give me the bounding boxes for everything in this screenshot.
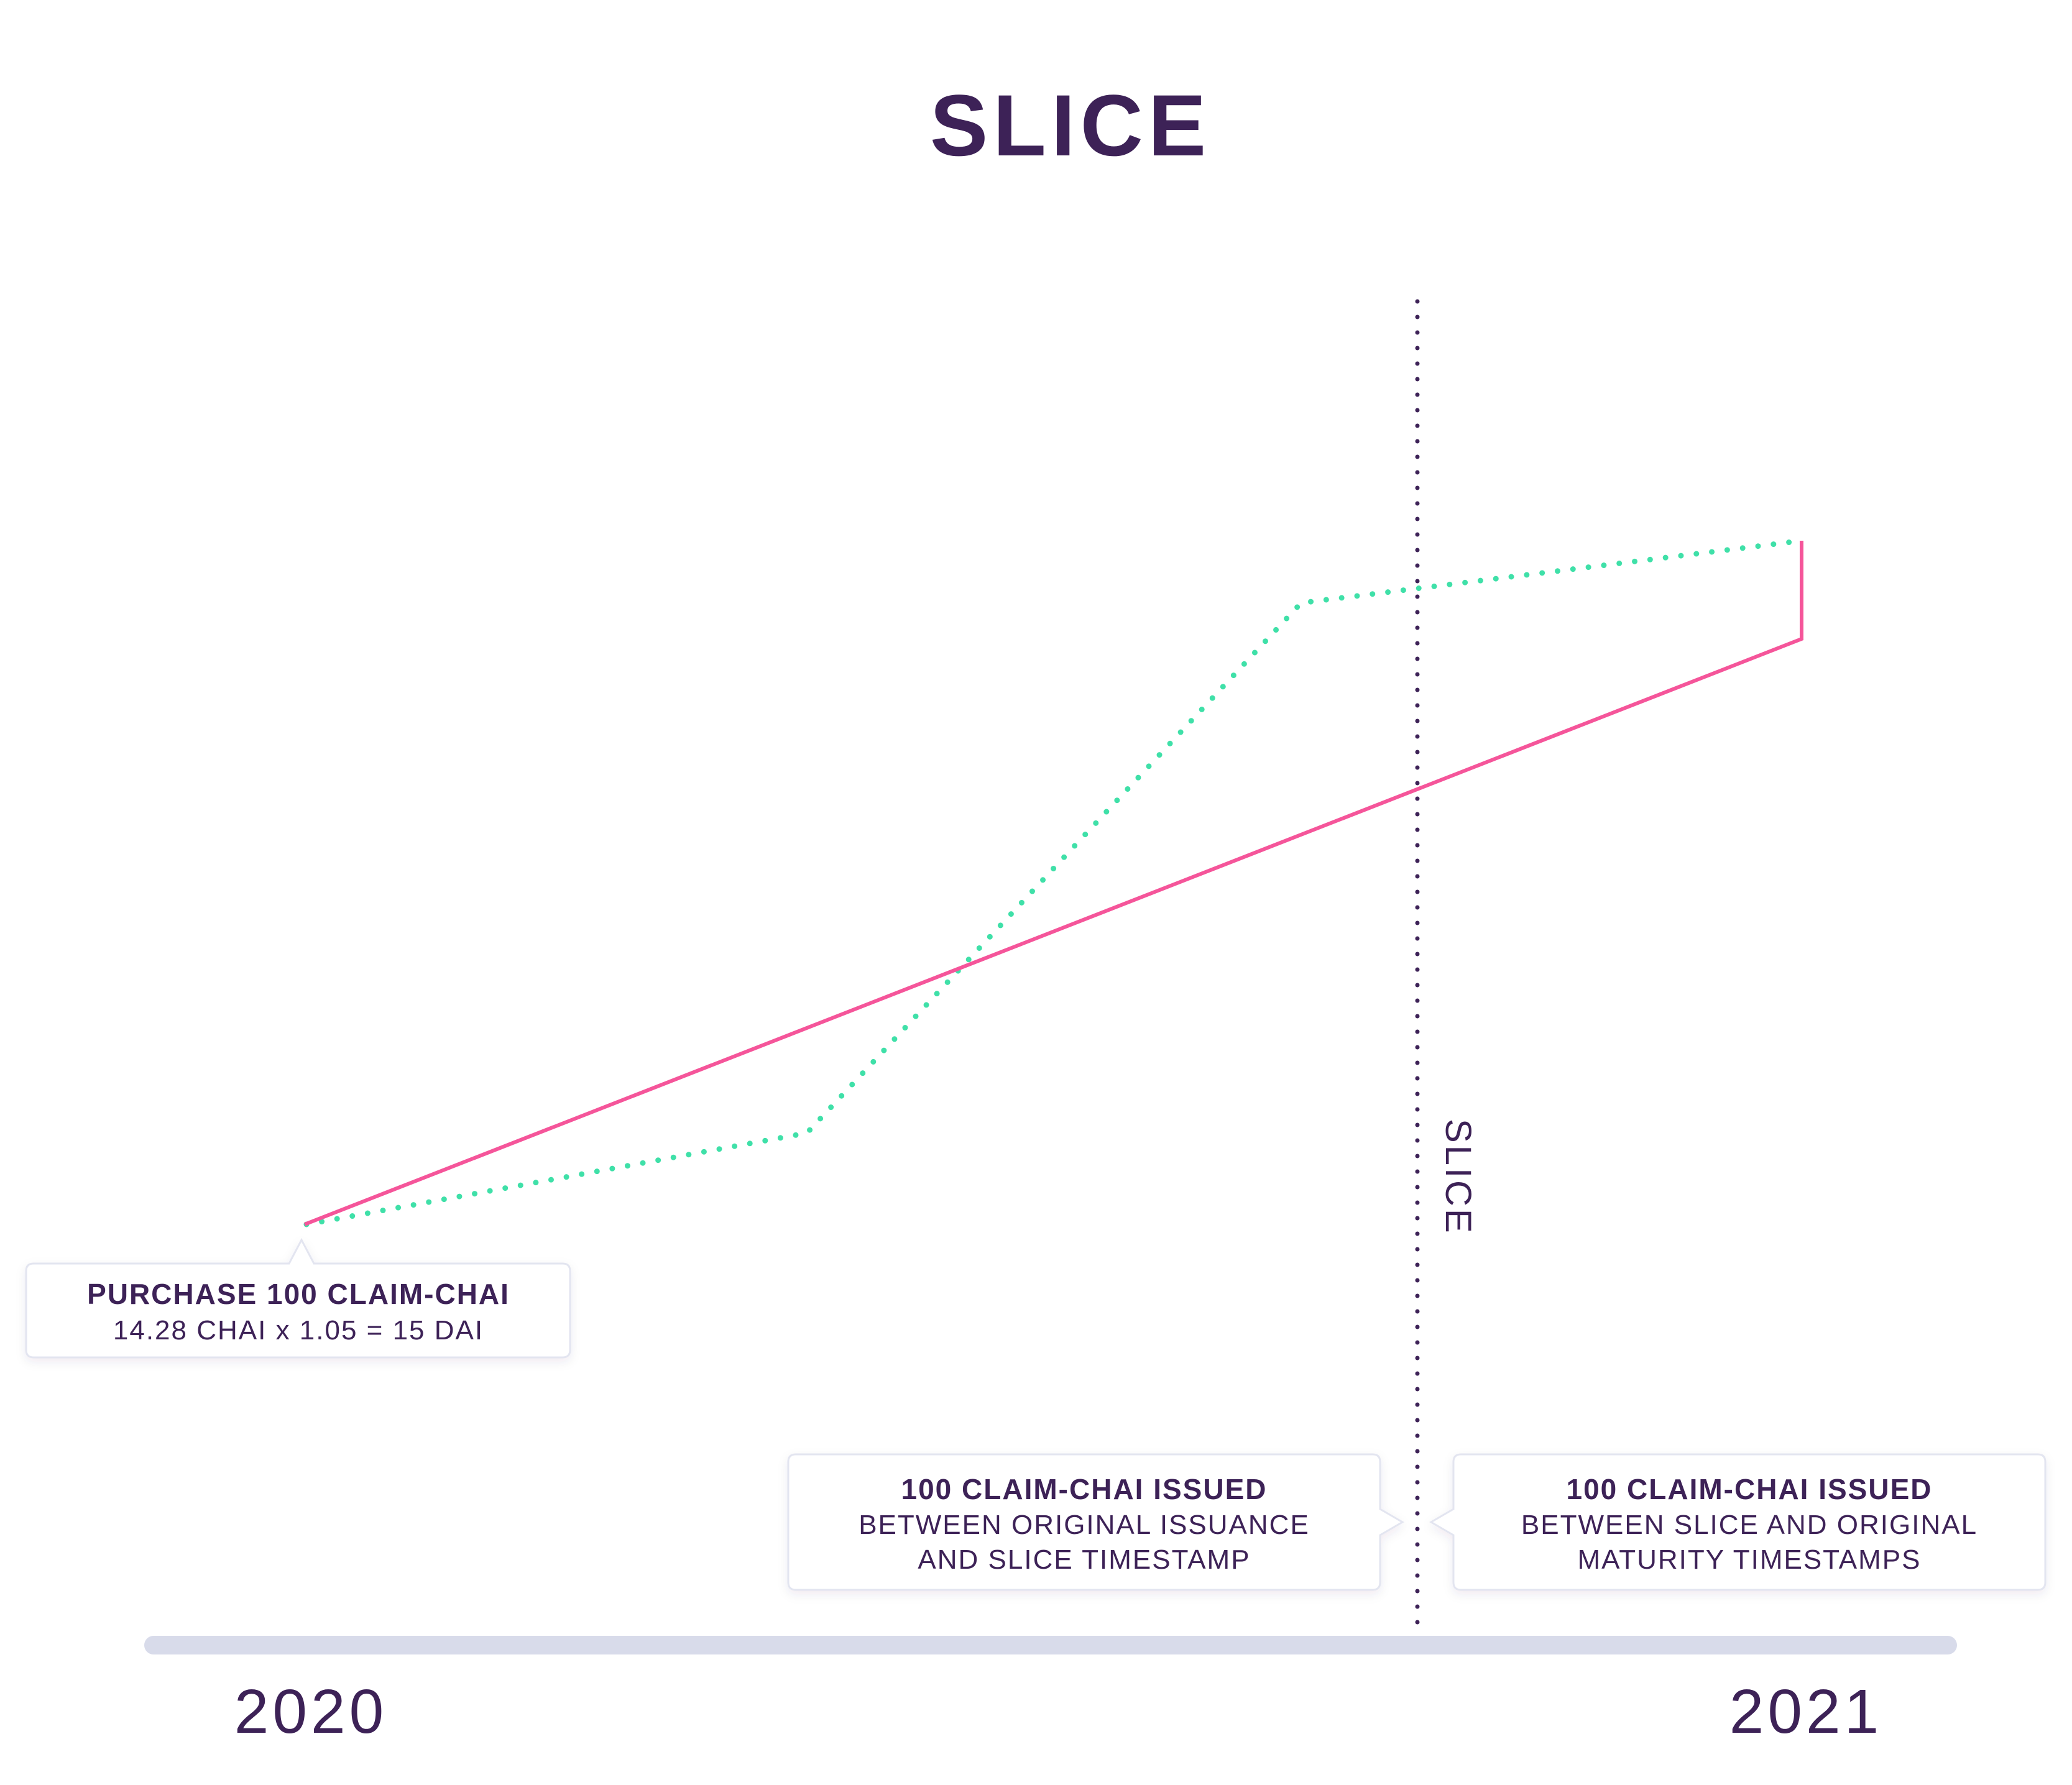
after-slice-callout xyxy=(1429,1453,2047,1591)
purchase-callout xyxy=(25,1237,571,1359)
diagram-title: SLICE xyxy=(930,76,1211,174)
after-slice-callout-line-1: BETWEEN SLICE AND ORIGINAL xyxy=(1521,1510,1978,1540)
pink-value-line xyxy=(303,541,1803,1226)
after-slice-callout-title: 100 CLAIM-CHAI ISSUED xyxy=(1567,1473,1933,1505)
before-slice-callout-line-2: AND SLICE TIMESTAMP xyxy=(918,1544,1250,1575)
timeline-end-label: 2021 xyxy=(1729,1677,1882,1746)
before-slice-callout-line-1: BETWEEN ORIGINAL ISSUANCE xyxy=(859,1510,1310,1540)
after-slice-callout-line-2: MATURITY TIMESTAMPS xyxy=(1577,1544,1921,1575)
purchase-callout-body: 14.28 CHAI x 1.05 = 15 DAI xyxy=(113,1315,484,1346)
timeline-start-label: 2020 xyxy=(234,1677,387,1746)
green-dotted-value-line xyxy=(303,538,1805,1227)
slice-marker-label: SLICE xyxy=(1438,1119,1478,1236)
before-slice-callout xyxy=(787,1453,1404,1591)
purchase-callout-title: PURCHASE 100 CLAIM-CHAI xyxy=(87,1278,510,1310)
before-slice-callout-title: 100 CLAIM-CHAI ISSUED xyxy=(901,1473,1268,1505)
